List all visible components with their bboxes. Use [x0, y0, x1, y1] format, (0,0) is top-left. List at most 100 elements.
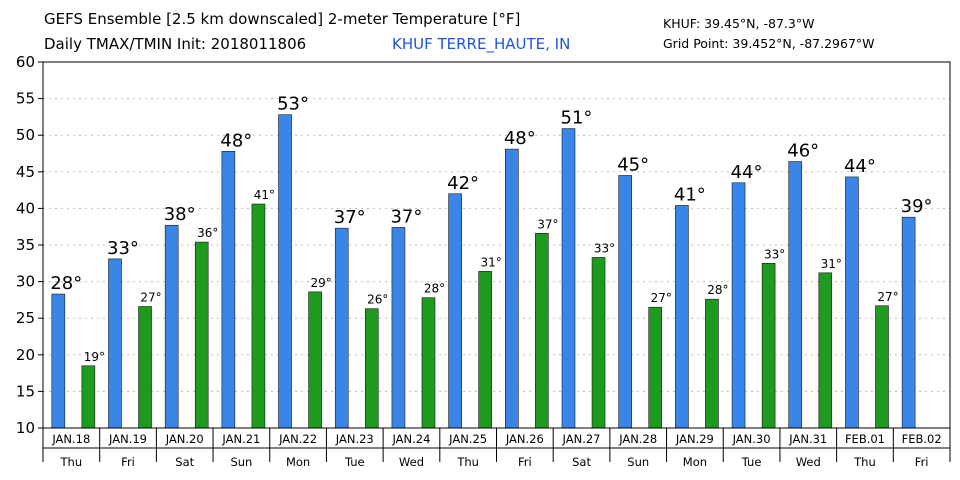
tmax-bar [505, 148, 519, 429]
x-date-label: JAN.26 [505, 432, 544, 446]
tmin-label: 28° [707, 283, 728, 297]
gridlines [43, 98, 950, 392]
x-date-label: JAN.21 [221, 432, 260, 446]
y-tick-label: 35 [16, 236, 35, 254]
tmax-bar [788, 161, 803, 429]
tmax-bar [731, 182, 746, 429]
y-tick-label: 15 [16, 382, 35, 400]
x-weekday-label: Thu [60, 455, 83, 469]
tmin-bar [478, 271, 492, 429]
x-date-label: JAN.22 [278, 432, 317, 446]
y-tick-label: 50 [16, 126, 35, 144]
tmin-bar [818, 272, 833, 429]
tmax-bar [561, 128, 576, 429]
station-name: KHUF TERRE_HAUTE, IN [392, 35, 571, 53]
tmax-label: 48° [220, 130, 252, 151]
tmax-label: 45° [617, 154, 649, 175]
tmin-bar [421, 297, 436, 429]
tmin-label: 33° [594, 241, 615, 255]
tmin-bar [591, 257, 606, 429]
tmin-label: 27° [651, 291, 672, 305]
tmin-label: 28° [424, 282, 445, 296]
x-weekday-label: Sat [175, 455, 194, 469]
tmax-label: 48° [504, 128, 536, 149]
tmax-bar [221, 151, 236, 429]
chart-title: GEFS Ensemble [2.5 km downscaled] 2-mete… [44, 10, 521, 28]
x-weekday-label: Mon [286, 455, 310, 469]
x-weekday-label: Fri [518, 455, 532, 469]
tmax-label: 37° [390, 206, 422, 227]
tmin-bar [761, 262, 776, 429]
tmin-label: 31° [821, 257, 842, 271]
tmin-bar [535, 232, 549, 429]
y-tick-label: 45 [16, 163, 35, 181]
tmax-label: 42° [447, 173, 479, 194]
tmax-bar [845, 176, 859, 429]
plot-frame [42, 61, 951, 429]
grid-point-coordinates: Grid Point: 39.452°N, -87.2967°W [663, 36, 875, 51]
bars [51, 114, 916, 429]
x-date-label: JAN.19 [108, 432, 147, 446]
x-weekday-label: Wed [399, 455, 424, 469]
tmin-label: 33° [764, 247, 785, 261]
tmin-bar [705, 298, 719, 429]
x-weekday-label: Wed [796, 455, 821, 469]
x-weekday-label: Sat [572, 455, 591, 469]
tmax-bar [675, 205, 689, 429]
tmax-bar [51, 293, 66, 429]
tmax-label: 51° [561, 108, 593, 129]
x-date-label: JAN.29 [675, 432, 714, 446]
tmax-label: 33° [107, 238, 139, 259]
x-weekday-label: Thu [456, 455, 479, 469]
tmin-bar [138, 306, 152, 429]
tmin-label: 19° [84, 350, 105, 364]
tmax-label: 44° [731, 162, 763, 183]
tmin-bar [875, 305, 889, 429]
tmax-label: 28° [50, 273, 82, 294]
tmin-label: 41° [254, 188, 275, 202]
y-tick-label: 30 [16, 273, 35, 291]
tmin-label: 27° [140, 290, 161, 304]
chart-subtitle: Daily TMAX/TMIN Init: 2018011806 [44, 35, 307, 53]
tmax-bar [448, 193, 462, 429]
axes: 10 15 20 25 30 35 40 45 50 55 60 JAN.18 Thu JAN.19 Fri… [16, 53, 951, 469]
y-tick-label: 60 [16, 53, 35, 71]
x-date-label: JAN.31 [788, 432, 827, 446]
tmin-bar [648, 306, 663, 429]
tmax-bar [901, 216, 916, 429]
tmin-bar [364, 308, 379, 429]
y-tick-label: 40 [16, 199, 35, 217]
y-tick-label: 55 [16, 90, 35, 108]
tmin-label: 31° [481, 255, 502, 269]
data-labels: 28° 19° 33° 27° 38°36° 48° 41° 53° 29° 37° 26° 37° 2… [50, 94, 932, 364]
tmax-label: 41° [674, 184, 706, 205]
x-date-label: FEB.01 [845, 432, 885, 446]
x-date-label: FEB.02 [902, 432, 942, 446]
tmin-bar [81, 365, 96, 429]
tmax-label: 37° [334, 207, 366, 228]
tmin-label: 27° [877, 290, 898, 304]
tmin-label: 36° [197, 226, 218, 240]
tmax-label: 44° [844, 156, 876, 177]
x-date-label: JAN.25 [448, 432, 487, 446]
x-weekday-label: Mon [683, 455, 707, 469]
tmax-bar [164, 224, 179, 429]
tmin-label: 29° [310, 276, 331, 290]
tmax-label: 38° [164, 204, 196, 225]
tmax-bar [618, 175, 632, 429]
x-weekday-label: Tue [344, 455, 365, 469]
tmax-bar [334, 227, 349, 429]
x-date-label: JAN.24 [391, 432, 430, 446]
tmin-label: 26° [367, 293, 388, 307]
y-tick-label: 25 [16, 309, 35, 327]
x-date-label: JAN.30 [732, 432, 771, 446]
x-weekday-label: Thu [853, 455, 876, 469]
tmin-label: 37° [537, 217, 558, 231]
x-weekday-label: Sun [230, 455, 252, 469]
x-weekday-label: Sun [627, 455, 649, 469]
x-weekday-label: Fri [121, 455, 135, 469]
x-weekday-label: Tue [741, 455, 762, 469]
x-date-label: JAN.18 [51, 432, 90, 446]
x-weekday-label: Fri [915, 455, 929, 469]
